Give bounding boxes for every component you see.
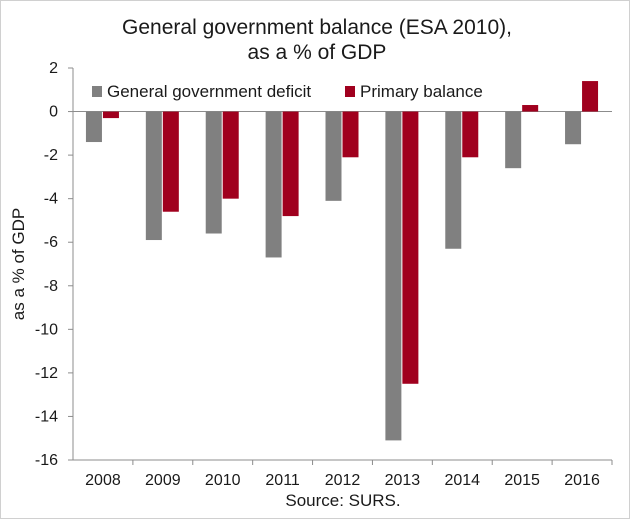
plot-area: 2 0 -2 -4 -6 -8 -10 -12 -14 -16 2008 2009 2010 2011 20… bbox=[35, 60, 613, 489]
y-tick-label: -4 bbox=[44, 191, 58, 208]
bar-deficit-2014 bbox=[445, 111, 462, 249]
y-tick-label: -12 bbox=[35, 365, 58, 382]
x-tick-label-2016: 2016 bbox=[564, 472, 600, 489]
source-note: Source: SURS. bbox=[285, 491, 400, 510]
bar-primary-2010 bbox=[222, 111, 239, 199]
y-tick-label: -10 bbox=[35, 321, 58, 338]
bar-deficit-2011 bbox=[265, 111, 282, 258]
chart-title-line-2: as a % of GDP bbox=[248, 41, 387, 64]
bar-primary-2013 bbox=[402, 111, 419, 384]
bar-deficit-2016 bbox=[565, 111, 582, 145]
x-tick-label-2014: 2014 bbox=[444, 472, 480, 489]
y-tick-label: -16 bbox=[35, 452, 58, 469]
bar-primary-2016 bbox=[582, 81, 599, 112]
bar-primary-2011 bbox=[282, 111, 299, 217]
y-tick-label: 2 bbox=[49, 60, 58, 77]
legend-label-deficit: General government deficit bbox=[107, 82, 311, 101]
legend-swatch-primary bbox=[345, 86, 355, 97]
bar-primary-2009 bbox=[162, 111, 179, 212]
y-tick-label: -6 bbox=[44, 234, 58, 251]
legend-swatch-deficit bbox=[92, 86, 102, 97]
y-tick-label: -14 bbox=[35, 408, 58, 425]
bar-deficit-2012 bbox=[325, 111, 342, 201]
x-tick-label-2009: 2009 bbox=[145, 472, 181, 489]
bar-primary-2015 bbox=[522, 105, 539, 112]
y-tick-label: 0 bbox=[49, 104, 58, 121]
chart-title-line-1: General government balance (ESA 2010), bbox=[122, 16, 512, 39]
x-tick-label-2010: 2010 bbox=[205, 472, 241, 489]
bar-primary-2014 bbox=[462, 111, 479, 158]
bar-deficit-2013 bbox=[385, 111, 402, 441]
bar-deficit-2009 bbox=[145, 111, 162, 241]
y-axis-label: as a % of GDP bbox=[9, 208, 28, 320]
x-tick-label-2008: 2008 bbox=[85, 472, 121, 489]
x-tick-label-2011: 2011 bbox=[265, 472, 300, 489]
x-tick-label-2013: 2013 bbox=[385, 472, 421, 489]
y-tick-label: -2 bbox=[44, 147, 58, 164]
bar-deficit-2010 bbox=[205, 111, 222, 234]
x-tick-label-2015: 2015 bbox=[504, 472, 540, 489]
bar-deficit-2015 bbox=[505, 111, 522, 169]
bar-primary-2012 bbox=[342, 111, 359, 158]
x-tick-label-2012: 2012 bbox=[325, 472, 361, 489]
bar-primary-2008 bbox=[102, 111, 119, 119]
legend-label-primary: Primary balance bbox=[360, 82, 483, 101]
bar-deficit-2008 bbox=[85, 111, 102, 143]
y-tick-label: -8 bbox=[44, 278, 58, 295]
